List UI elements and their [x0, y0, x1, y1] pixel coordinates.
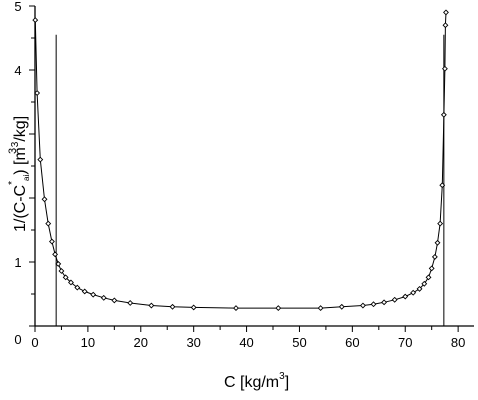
data-point	[34, 90, 41, 96]
data-point	[439, 182, 446, 189]
x-tick-label: 10	[81, 335, 95, 350]
y-axis-label: 1/(C-C*ai) [m3/kg] 3	[7, 116, 31, 232]
x-tick-label: 70	[398, 335, 412, 350]
axes	[29, 5, 474, 332]
data-point	[370, 301, 377, 308]
x-tick-label: 30	[186, 335, 200, 350]
y-tick-labels: 0 1 4 5	[14, 0, 21, 347]
data-point	[431, 253, 438, 260]
data-point	[190, 304, 197, 311]
y-tick-label: 4	[14, 63, 21, 78]
data-point	[111, 297, 118, 304]
data-point	[410, 289, 417, 296]
data-point	[127, 300, 134, 306]
data-point	[381, 299, 388, 306]
data-point	[74, 284, 81, 291]
data-point	[233, 305, 239, 312]
data-point	[442, 22, 449, 29]
data-point	[58, 268, 65, 274]
svg-text:3: 3	[7, 148, 19, 154]
data-point	[434, 239, 441, 246]
data-point	[443, 9, 449, 16]
data-point	[52, 251, 59, 258]
x-tick-label: 80	[451, 335, 465, 350]
data-point	[37, 156, 44, 163]
data-point	[359, 302, 366, 309]
data-point	[391, 296, 398, 303]
y-tick-label: 5	[14, 0, 21, 14]
data-point	[90, 291, 97, 298]
data-point	[55, 260, 62, 267]
y-tick-label: 0	[14, 332, 21, 347]
data-point	[81, 288, 88, 295]
x-tick-label: 50	[292, 335, 306, 350]
svg-text:1/(C-C*ai) [m3/kg]: 1/(C-C*ai) [m3/kg]	[7, 116, 31, 232]
data-point	[68, 279, 74, 286]
x-tick-label: 20	[134, 335, 148, 350]
data-point	[275, 305, 282, 312]
reference-lines	[55, 34, 445, 326]
data-point	[32, 17, 39, 24]
data-point	[169, 303, 176, 310]
x-tick-label: 60	[345, 335, 359, 350]
data-point	[402, 293, 409, 300]
data-point	[440, 111, 447, 118]
data-point	[100, 294, 107, 301]
data-point	[45, 220, 52, 227]
data-point	[317, 305, 324, 312]
data-point	[437, 220, 444, 227]
x-axis-label: C [kg/m3]	[224, 371, 289, 391]
series	[32, 9, 449, 312]
y-tick-label: 1	[14, 255, 21, 270]
series-line	[34, 12, 447, 309]
x-tick-labels: 0 10 20 30 40 50 60 70 80	[31, 335, 465, 350]
x-tick-label: 0	[31, 335, 38, 350]
data-point	[338, 303, 345, 310]
data-point	[425, 274, 432, 281]
data-point	[48, 238, 55, 245]
x-tick-label: 40	[239, 335, 253, 350]
data-point	[428, 265, 435, 272]
data-point	[62, 274, 69, 281]
data-point	[441, 65, 448, 72]
data-point	[421, 280, 428, 287]
data-point	[148, 302, 155, 309]
data-point	[416, 285, 423, 292]
data-point	[41, 196, 48, 203]
